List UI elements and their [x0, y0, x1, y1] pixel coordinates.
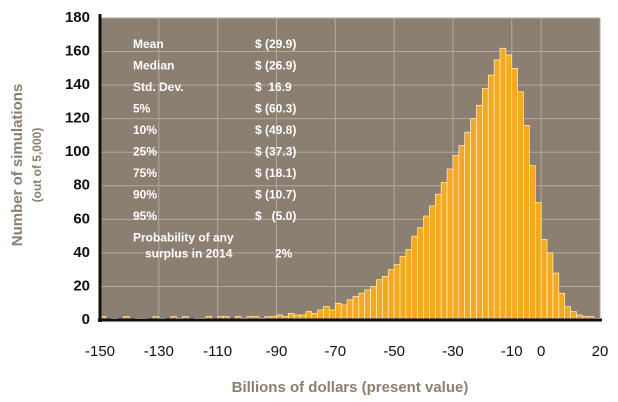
- x-tick-label: -150: [85, 343, 115, 360]
- bar: [358, 292, 366, 321]
- y-tick-label: 80: [73, 177, 90, 194]
- y-tick-label: 180: [65, 9, 90, 26]
- stat-value: $ (26.9): [255, 59, 296, 73]
- stat-value: $ (37.3): [255, 145, 296, 159]
- stat-label: Median: [133, 59, 174, 73]
- bar: [499, 47, 507, 321]
- bar: [464, 131, 471, 321]
- bar: [517, 91, 524, 321]
- x-tick-label: 0: [537, 343, 545, 360]
- bar: [523, 125, 530, 321]
- bar: [564, 306, 571, 321]
- stat-value: $ (49.8): [255, 123, 296, 137]
- bar: [470, 118, 477, 321]
- bar: [458, 145, 466, 321]
- y-tick-label: 40: [73, 244, 90, 261]
- bar: [546, 252, 554, 321]
- bar: [417, 227, 424, 321]
- bar: [382, 276, 389, 321]
- bar: [387, 269, 395, 321]
- stat-label: Std. Dev.: [133, 80, 183, 94]
- stat-label: 25%: [133, 145, 157, 159]
- y-tick-label: 60: [73, 210, 90, 227]
- stat-value: $ (29.9): [255, 37, 296, 51]
- y-tick-label: 100: [65, 143, 90, 160]
- bar: [334, 302, 342, 321]
- stat-label: 90%: [133, 188, 157, 202]
- y-tick-label: 0: [82, 311, 90, 328]
- x-tick-label: -10: [501, 343, 523, 360]
- bar: [540, 239, 548, 321]
- y-tick-label: 160: [65, 43, 90, 60]
- stat-label: Mean: [133, 37, 164, 51]
- y-tick-label: 20: [73, 277, 90, 294]
- x-tick-label: -130: [144, 343, 174, 360]
- bar: [476, 104, 483, 321]
- bar: [493, 59, 501, 321]
- bar: [340, 304, 348, 321]
- probability-value: 2%: [275, 247, 293, 261]
- y-axis-note: (out of 5,000): [30, 128, 44, 203]
- bar: [487, 74, 495, 321]
- x-tick-label: 20: [592, 343, 609, 360]
- x-tick-label: -50: [383, 343, 405, 360]
- bar: [529, 165, 536, 321]
- stat-value: $ (5.0): [255, 209, 296, 223]
- bar: [511, 68, 518, 321]
- bar: [393, 264, 401, 321]
- bar: [405, 249, 413, 321]
- stat-label: 5%: [133, 102, 151, 116]
- x-tick-label: -110: [203, 343, 232, 360]
- stat-value: $ (10.7): [255, 188, 296, 202]
- bar: [505, 54, 513, 321]
- bar: [534, 202, 542, 321]
- x-tick-label: -90: [266, 343, 288, 360]
- bar: [323, 306, 330, 321]
- bar: [364, 289, 371, 321]
- bar: [411, 235, 418, 321]
- bar: [352, 296, 360, 321]
- bar: [482, 88, 489, 321]
- bar: [552, 272, 560, 321]
- stat-value: $ 16.9: [255, 80, 292, 94]
- bar: [446, 168, 454, 321]
- bar: [376, 279, 383, 321]
- stat-label: 95%: [133, 209, 157, 223]
- y-axis-label: Number of simulations: [9, 84, 26, 247]
- x-tick-label: -70: [324, 343, 346, 360]
- bar: [317, 309, 324, 321]
- bar: [346, 299, 354, 321]
- bar: [399, 255, 407, 321]
- bar: [423, 215, 430, 321]
- bar: [440, 182, 448, 321]
- stat-label: 10%: [133, 123, 157, 137]
- y-tick-label: 120: [65, 110, 90, 127]
- bar: [434, 193, 442, 321]
- y-tick-label: 140: [65, 76, 90, 93]
- probability-label: surplus in 2014: [145, 247, 233, 261]
- bar: [370, 286, 377, 321]
- stat-value: $ (18.1): [255, 166, 296, 180]
- bar: [452, 155, 460, 321]
- bar: [329, 309, 336, 321]
- x-axis-label: Billions of dollars (present value): [232, 379, 469, 396]
- probability-label: Probability of any: [133, 231, 234, 245]
- stat-value: $ (60.3): [255, 102, 296, 116]
- x-tick-label: -30: [442, 343, 464, 360]
- stat-label: 75%: [133, 166, 157, 180]
- bar: [558, 292, 566, 321]
- bar: [429, 205, 436, 321]
